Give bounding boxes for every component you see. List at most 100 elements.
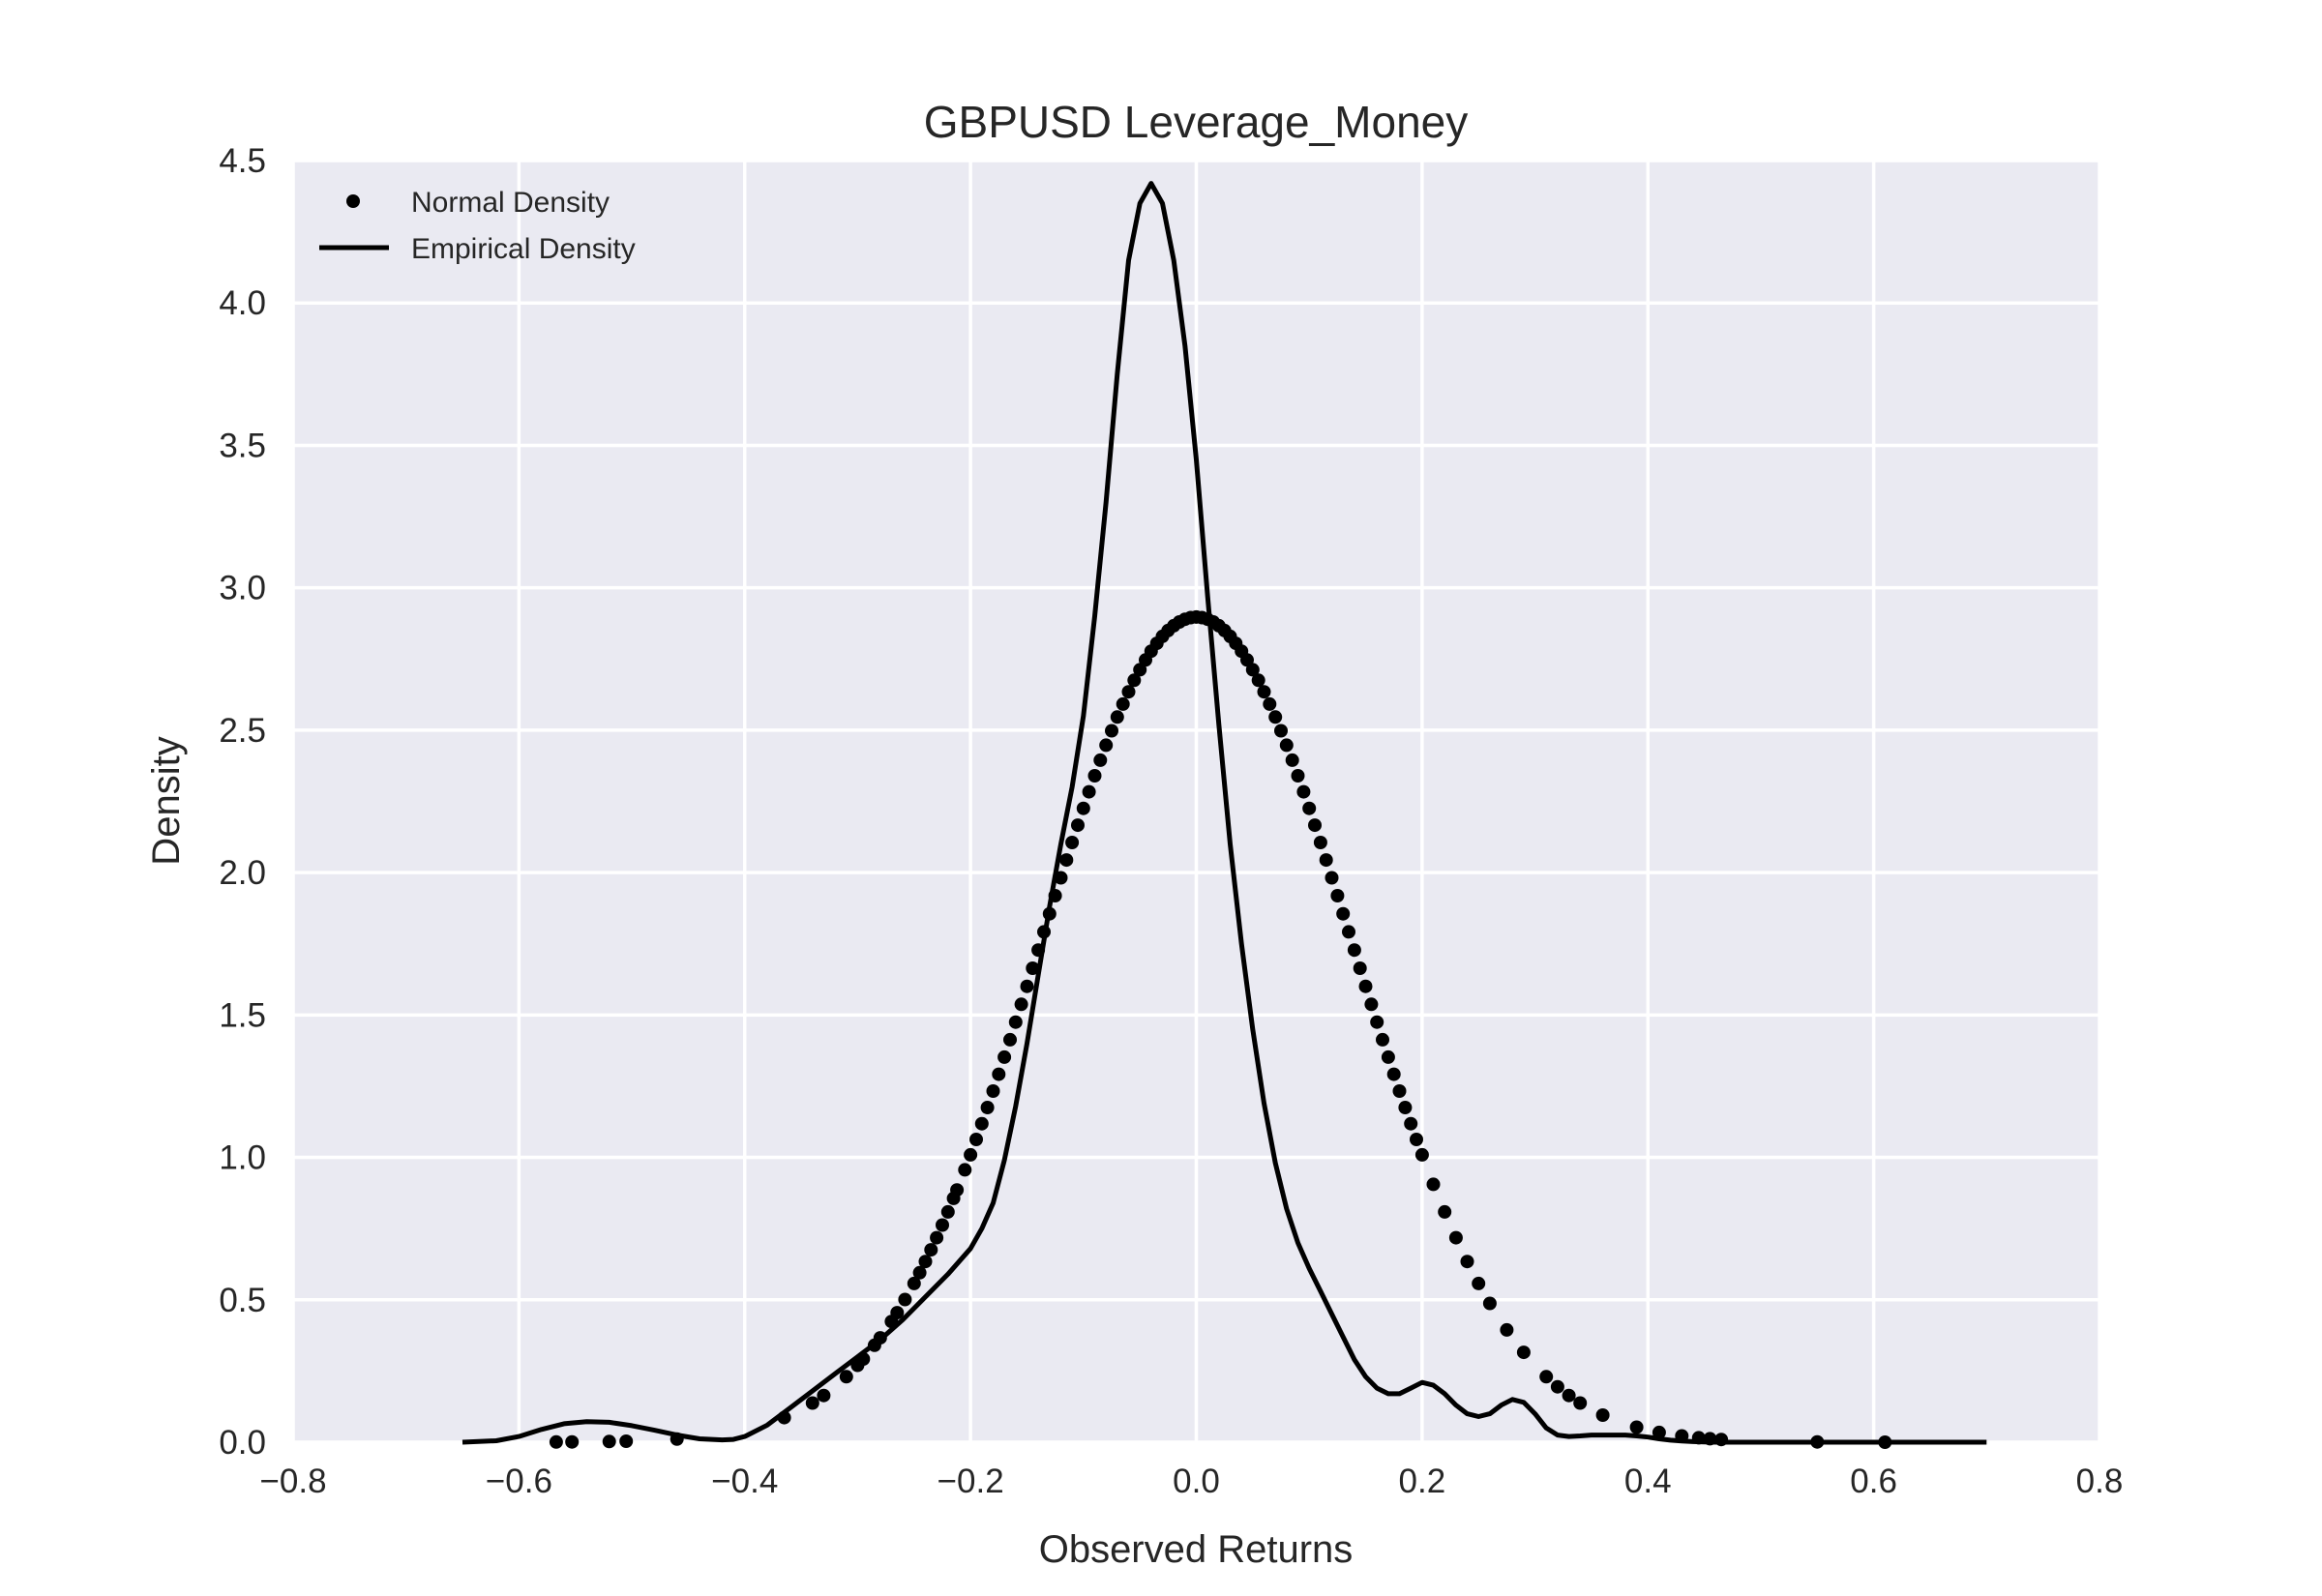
y-tick-label: 2.0 xyxy=(219,854,266,892)
normal-density-point xyxy=(980,1101,995,1114)
x-tick-label: 0.6 xyxy=(1850,1463,1897,1500)
normal-density-point xyxy=(1347,943,1361,958)
normal-density-point xyxy=(1257,685,1271,699)
y-tick-label: 2.5 xyxy=(219,712,266,750)
x-axis-label: Observed Returns xyxy=(1039,1528,1354,1571)
series-points-normal-density xyxy=(549,609,1892,1449)
x-tick-label: −0.6 xyxy=(486,1463,552,1500)
x-tick-label: 0.4 xyxy=(1624,1463,1672,1500)
normal-density-point xyxy=(1325,871,1339,885)
normal-density-point xyxy=(856,1352,871,1366)
normal-density-point xyxy=(1031,943,1046,958)
normal-density-point xyxy=(1410,1133,1423,1146)
normal-density-point xyxy=(1291,769,1305,783)
normal-density-point xyxy=(1285,753,1299,767)
normal-density-point xyxy=(1381,1049,1395,1064)
normal-density-point xyxy=(936,1218,949,1232)
x-tick-label: 0.0 xyxy=(1173,1463,1220,1500)
normal-density-point xyxy=(1595,1408,1610,1422)
normal-density-point xyxy=(1059,853,1074,868)
normal-density-point xyxy=(907,1276,921,1290)
normal-density-point xyxy=(1573,1396,1588,1410)
normal-density-point xyxy=(1398,1101,1413,1114)
normal-density-point xyxy=(1127,673,1142,688)
normal-density-point xyxy=(890,1306,905,1320)
normal-density-point xyxy=(1093,753,1108,767)
y-tick-label: 1.0 xyxy=(219,1139,266,1177)
x-tick-label: −0.8 xyxy=(259,1463,326,1500)
normal-density-point xyxy=(1313,836,1327,849)
y-tick-label: 3.0 xyxy=(219,570,266,607)
normal-density-point xyxy=(1308,818,1322,833)
normal-density-point xyxy=(1116,696,1130,711)
normal-density-point xyxy=(1105,724,1118,738)
x-axis: −0.8 −0.6 −0.4 −0.2 0.0 0.2 0.4 0.6 0.8 xyxy=(259,1463,2123,1500)
normal-density-point xyxy=(940,1204,955,1219)
legend-label-empirical-density: Empirical Density xyxy=(411,233,636,265)
normal-density-point xyxy=(1376,1032,1389,1047)
normal-density-point xyxy=(1370,1015,1384,1029)
y-tick-label: 4.5 xyxy=(219,142,266,180)
x-tick-label: −0.2 xyxy=(938,1463,1004,1500)
normal-density-point xyxy=(930,1230,944,1245)
y-tick-label: 1.5 xyxy=(219,996,266,1034)
normal-density-point xyxy=(1448,1230,1463,1245)
normal-density-point xyxy=(1099,738,1114,753)
normal-density-point xyxy=(964,1147,978,1162)
y-tick-label: 3.5 xyxy=(219,427,266,464)
normal-density-point xyxy=(1008,1015,1023,1029)
normal-density-point xyxy=(1364,997,1379,1012)
normal-density-point xyxy=(912,1265,927,1280)
normal-density-point xyxy=(1703,1432,1717,1446)
chart-title: GBPUSD Leverage_Money xyxy=(924,97,1469,147)
normal-density-point xyxy=(918,1255,933,1269)
normal-density-point xyxy=(1516,1345,1531,1360)
normal-density-point xyxy=(1279,738,1294,753)
normal-density-point xyxy=(1274,724,1288,738)
normal-density-point xyxy=(1042,906,1057,921)
normal-density-point xyxy=(777,1410,791,1425)
legend-marker-normal-density xyxy=(346,194,360,208)
normal-density-point xyxy=(1071,818,1085,833)
normal-density-point xyxy=(1076,801,1090,815)
normal-density-point xyxy=(1438,1204,1452,1219)
normal-density-point xyxy=(1037,925,1051,939)
normal-density-point xyxy=(1319,853,1333,868)
normal-density-point xyxy=(670,1432,684,1446)
normal-density-point xyxy=(619,1434,634,1448)
normal-density-point xyxy=(1358,979,1373,993)
y-tick-label: 4.0 xyxy=(219,284,266,322)
normal-density-point xyxy=(969,1133,983,1146)
y-axis-label: Density xyxy=(145,736,188,865)
normal-density-point xyxy=(1251,673,1265,688)
normal-density-point xyxy=(950,1183,965,1197)
normal-density-point xyxy=(1268,710,1283,724)
series-line-empirical-density xyxy=(461,181,1987,1445)
normal-density-point xyxy=(1691,1431,1706,1445)
normal-density-point xyxy=(1550,1379,1564,1394)
normal-density-point xyxy=(1336,906,1351,921)
x-tick-label: −0.4 xyxy=(711,1463,778,1500)
normal-density-point xyxy=(1026,961,1040,975)
normal-density-point xyxy=(1302,801,1317,815)
normal-density-point xyxy=(924,1243,938,1257)
y-tick-label: 0.5 xyxy=(219,1282,266,1319)
normal-density-point xyxy=(1460,1255,1474,1269)
normal-density-point xyxy=(1110,710,1124,724)
normal-density-point xyxy=(1386,1067,1401,1081)
normal-density-point xyxy=(1629,1420,1644,1434)
normal-density-point xyxy=(1087,769,1102,783)
normal-density-point xyxy=(873,1331,887,1345)
normal-density-point xyxy=(1296,784,1311,799)
normal-density-point xyxy=(1562,1388,1576,1403)
normal-density-point xyxy=(898,1292,912,1307)
normal-density-point xyxy=(958,1163,972,1177)
normal-density-point xyxy=(1472,1276,1486,1290)
normal-density-point xyxy=(839,1370,853,1384)
normal-density-point xyxy=(1482,1296,1497,1311)
normal-density-point xyxy=(1020,979,1034,993)
normal-density-point xyxy=(1121,685,1136,699)
series-layer xyxy=(461,181,1987,1449)
y-axis: 0.0 0.5 1.0 1.5 2.0 2.5 3.0 3.5 4.0 4.5 xyxy=(219,142,266,1462)
